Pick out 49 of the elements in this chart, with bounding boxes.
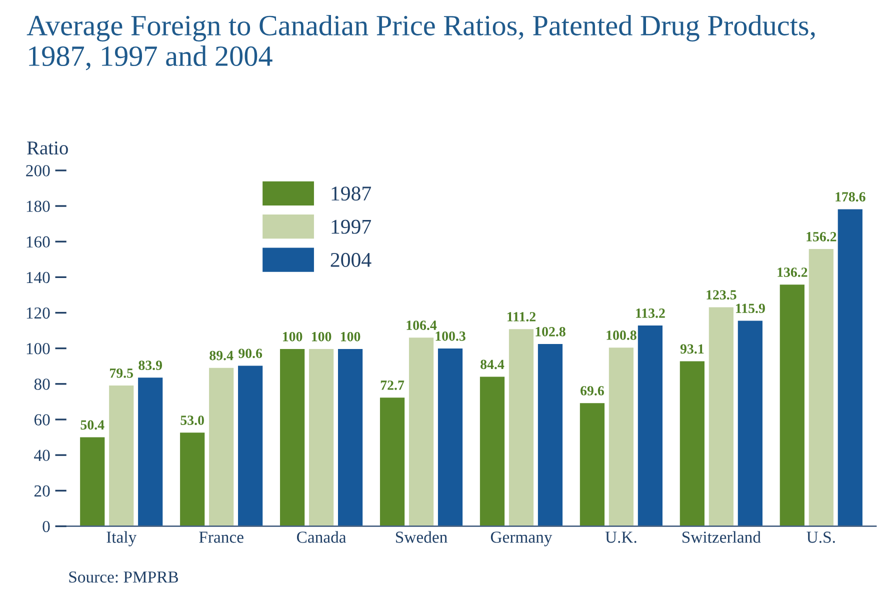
x-tick-label: Canada <box>297 531 346 543</box>
data-label: 113.2 <box>636 308 665 318</box>
legend-label: 2004 <box>330 252 372 267</box>
data-label: 69.6 <box>580 386 604 396</box>
y-tick-label: 120 <box>26 307 50 319</box>
data-label: 90.6 <box>238 348 262 358</box>
legend-label: 1997 <box>332 220 372 234</box>
data-label: 79.5 <box>110 368 134 378</box>
x-tick-label: Sweden <box>396 531 448 543</box>
data-label: 89.4 <box>210 350 234 360</box>
source-note: Source: PMPRB <box>69 571 178 583</box>
data-label: 100 <box>312 332 332 342</box>
x-tick-label: Italy <box>106 531 137 546</box>
y-tick-label: 40 <box>34 450 50 462</box>
data-label: 102.8 <box>536 326 566 336</box>
y-axis-title: Ratio <box>27 141 68 155</box>
legend-label: 1987 <box>332 186 372 201</box>
y-tick-label: 140 <box>26 272 50 284</box>
data-label: 53.0 <box>180 416 204 426</box>
data-label: 136.2 <box>778 268 808 278</box>
y-tick-label: 180 <box>26 200 50 212</box>
x-tick-label: Switzerland <box>682 531 761 543</box>
y-tick-label: 80 <box>34 378 50 390</box>
data-label: 123.5 <box>706 290 736 300</box>
y-tick-label: 20 <box>34 485 50 497</box>
data-label: 100 <box>283 332 302 342</box>
data-label: 100.3 <box>436 331 466 341</box>
data-label: 111.2 <box>508 312 536 322</box>
y-tick-label: 100 <box>26 343 50 354</box>
y-tick-label: 0 <box>42 520 50 532</box>
x-tick-label: U.S. <box>806 532 835 543</box>
data-label: 115.9 <box>736 304 765 314</box>
data-label: 93.1 <box>680 344 704 354</box>
data-label: 83.9 <box>138 360 162 370</box>
x-tick-label: Germany <box>490 532 552 546</box>
y-tick-label: 60 <box>34 414 50 426</box>
data-label: 100.8 <box>606 330 636 340</box>
x-tick-label: France <box>199 532 244 543</box>
data-label: 106.4 <box>406 320 437 330</box>
y-tick-label: 200 <box>26 165 50 176</box>
data-label: 50.4 <box>80 420 104 430</box>
data-label: 178.6 <box>836 192 866 202</box>
data-label: 156.2 <box>806 232 836 242</box>
x-tick-label: U.K. <box>605 532 636 543</box>
data-label: 72.7 <box>380 380 404 390</box>
chart-title: Average Foreign to Canadian Price Ratios, Patented Drug Products, 1987, 1997 and 2004 <box>26 14 815 70</box>
data-label: 100 <box>340 332 360 342</box>
data-label: 84.4 <box>480 360 504 370</box>
y-tick-label: 160 <box>26 236 50 248</box>
